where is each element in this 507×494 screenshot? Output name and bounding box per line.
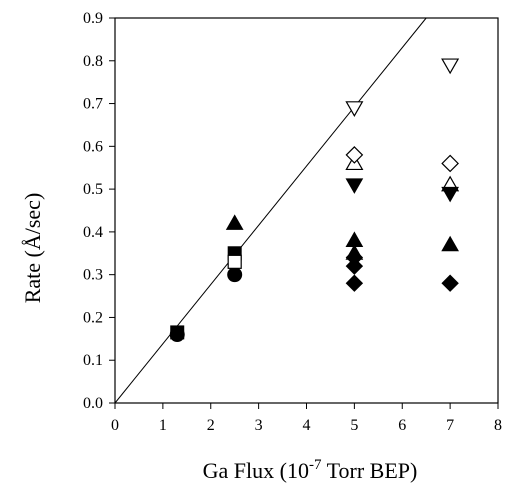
data-point-square-open xyxy=(227,254,242,269)
y-tick-label: 0.1 xyxy=(83,352,103,369)
data-point-triangle-down-filled xyxy=(345,178,364,194)
y-tick-label: 0.6 xyxy=(83,138,103,155)
y-tick-label: 0.3 xyxy=(83,267,103,284)
y-tick-label: 0.9 xyxy=(83,10,103,27)
x-tick-label: 7 xyxy=(446,417,454,434)
tick-labels: 0 1 2 3 4 5 6 7 8 0.0 0.1 0.2 0.3 0.4 0.5 0.6 0.7 0.8 0.9 xyxy=(83,10,502,434)
y-tick-label: 0.8 xyxy=(83,53,103,70)
x-axis-title-suffix: Torr BEP) xyxy=(321,458,417,483)
data-points xyxy=(169,58,460,343)
x-axis-title-prefix: Ga Flux (10 xyxy=(203,458,309,483)
data-point-triangle-down-open xyxy=(345,101,364,118)
x-tick-label: 2 xyxy=(207,417,215,434)
data-point-diamond-open xyxy=(441,154,459,173)
data-point-triangle-up-filled xyxy=(225,214,244,230)
y-tick-label: 0.7 xyxy=(83,96,103,113)
plot-area xyxy=(114,17,499,404)
x-tick-label: 1 xyxy=(159,417,167,434)
data-point-circle-filled xyxy=(227,267,243,283)
x-tick-label: 6 xyxy=(398,417,406,434)
reference-line xyxy=(114,17,427,404)
data-point-diamond-filled xyxy=(345,257,364,275)
data-point-triangle-down-filled xyxy=(441,186,459,203)
x-axis-title: Ga Flux (10-7 Torr BEP) xyxy=(203,457,418,483)
data-point-triangle-down-open xyxy=(441,58,460,75)
data-point-diamond-open xyxy=(345,146,364,164)
plot-frame xyxy=(114,17,499,404)
y-tick-label: 0.2 xyxy=(83,309,103,326)
x-axis-title-exponent: -7 xyxy=(309,457,322,473)
x-tick-label: 0 xyxy=(111,417,119,434)
x-tick-label: 5 xyxy=(350,417,358,434)
axis-ticks xyxy=(109,17,499,409)
y-axis-title: Rate (Å/sec) xyxy=(20,193,45,304)
x-tick-label: 8 xyxy=(494,417,502,434)
x-tick-label: 3 xyxy=(255,417,263,434)
data-point-triangle-up-filled xyxy=(441,235,459,252)
data-point-square-filled xyxy=(170,325,185,340)
y-tick-label: 0.5 xyxy=(83,181,103,198)
data-point-diamond-filled xyxy=(441,274,459,292)
y-tick-label: 0.0 xyxy=(83,395,103,412)
data-point-diamond-filled xyxy=(345,274,364,292)
y-tick-label: 0.4 xyxy=(83,224,103,241)
x-tick-label: 4 xyxy=(303,417,311,434)
